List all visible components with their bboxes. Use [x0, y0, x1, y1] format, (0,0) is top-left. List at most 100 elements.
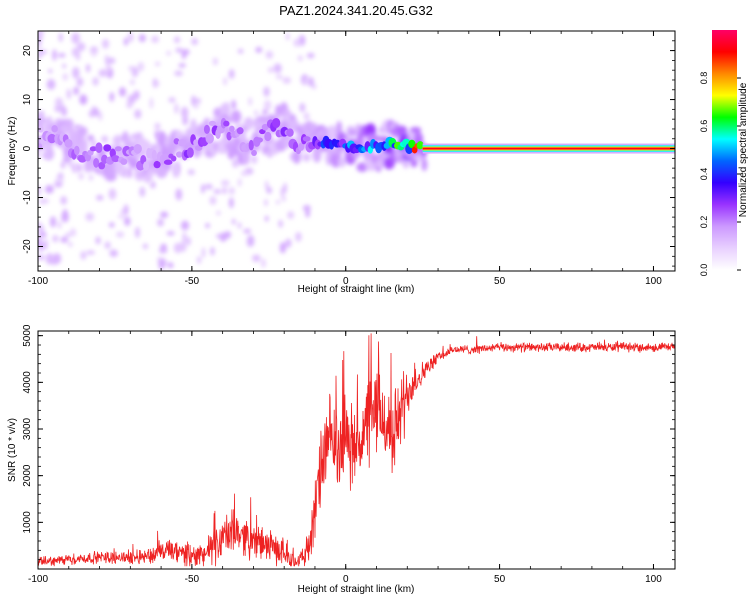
spectrogram-cell	[264, 131, 272, 142]
y-tick-label: -10	[22, 190, 33, 205]
y-tick-label: 5000	[22, 324, 33, 347]
spectrogram-cell	[85, 212, 95, 222]
spectrogram-cell	[151, 35, 159, 43]
spectrogram-cell	[168, 97, 176, 103]
spectrogram-cell	[311, 83, 317, 90]
spectrogram-cell	[73, 86, 79, 96]
spectrogram-cell	[267, 67, 274, 73]
spectrogram-cell	[157, 218, 164, 227]
spectrogram-cell	[154, 122, 161, 130]
spectrogram-cell	[166, 51, 171, 56]
spectrogram-cell	[180, 220, 190, 231]
spectrogram-cell	[98, 111, 103, 122]
spectrogram-cell	[241, 149, 251, 166]
spectrogram-cell	[52, 253, 62, 265]
spectrogram-cell	[209, 196, 217, 205]
spectrogram-cell	[38, 152, 41, 157]
y-tick-label: 3000	[22, 417, 33, 440]
x-tick-label: -100	[28, 276, 48, 287]
spectrogram-cell	[76, 77, 84, 87]
x-tick-label: -100	[28, 574, 48, 585]
spectrogram-cell	[173, 242, 183, 254]
spectrogram-cell	[77, 154, 87, 163]
spectrogram-cell	[103, 144, 112, 152]
spectrogram-cell	[356, 162, 368, 173]
spectrogram-cell	[126, 102, 133, 109]
spectrogram-cell	[92, 77, 99, 86]
colorbar-tick-label: 0.2	[699, 216, 709, 229]
spectrogram-cell	[135, 226, 140, 239]
spectrogram-cell	[303, 77, 311, 85]
spectrogram-cell	[201, 247, 206, 259]
spectrogram-cell	[90, 50, 97, 57]
spectrogram-cell	[93, 157, 100, 168]
spectrogram-cell	[255, 46, 263, 53]
spectrogram-y-ticks: 20 10 0 -10 -20	[22, 30, 675, 267]
figure-title: PAZ1.2024.341.20.45.G32	[279, 3, 433, 18]
spectrogram-cell	[195, 98, 201, 104]
spectrogram-cell	[295, 232, 302, 242]
spectrogram-cell	[263, 99, 272, 112]
spectrogram-cell	[221, 187, 228, 195]
y-tick-label: 20	[22, 45, 33, 57]
spectrogram-cell	[280, 186, 285, 198]
spectrogram-cell	[72, 66, 80, 79]
spectrogram-cell	[293, 38, 301, 47]
spectrogram-cell	[95, 142, 103, 154]
spectrogram-cell	[248, 97, 252, 106]
spectrogram-cell	[123, 37, 128, 46]
colorbar-tick-label: 0.4	[699, 168, 709, 181]
spectrogram-cell	[238, 178, 242, 187]
spectrogram-cell	[109, 91, 115, 102]
spectrogram-cell	[215, 234, 223, 239]
spectrogram-cell	[283, 182, 287, 194]
spectrogram-cell	[299, 102, 306, 113]
spectrogram-cell	[212, 57, 218, 66]
spectrogram-cell	[68, 242, 73, 247]
spectrogram-cell	[201, 184, 205, 194]
spectrogram-cell	[111, 155, 120, 163]
spectrogram-cell	[182, 232, 187, 244]
spectrogram-cell	[153, 160, 161, 169]
spectrogram-cell	[273, 63, 282, 74]
x-tick-label: 100	[645, 276, 662, 287]
spectrogram-cell	[120, 158, 128, 165]
spectrogram-cell	[261, 144, 271, 155]
snr-x-label: Height of straight line (km)	[298, 584, 415, 595]
spectrogram-cell	[38, 231, 47, 238]
spectrogram-cell	[89, 146, 98, 152]
spectrogram-cell	[96, 194, 104, 201]
spectrogram-cell	[187, 169, 195, 176]
spectrogram-cell	[88, 174, 94, 181]
spectrogram-cell	[118, 87, 126, 97]
x-tick-label: 100	[645, 574, 662, 585]
spectrogram-cell	[286, 33, 290, 41]
spectrogram-cell	[226, 131, 232, 141]
spectrogram-cell	[248, 139, 254, 151]
spectrogram-cell	[250, 154, 258, 165]
spectrogram-cell	[48, 69, 53, 74]
spectrogram-cell	[196, 256, 202, 264]
spectrogram-cell	[166, 231, 175, 236]
spectrogram-cell	[160, 211, 169, 218]
spectrogram-cell	[173, 36, 181, 44]
spectrogram-cell	[276, 200, 280, 205]
spectrogram-cell	[131, 66, 139, 78]
spectrogram-cell	[265, 50, 274, 59]
spectrogram-cell	[101, 38, 110, 49]
spectrogram-cell	[365, 123, 376, 138]
spectrogram-cell	[253, 110, 259, 116]
spectrogram-cell	[190, 118, 197, 134]
x-tick-label: 50	[494, 574, 506, 585]
spectrogram-cell	[302, 204, 311, 212]
spectrogram-cell	[228, 186, 235, 195]
x-tick-label: -50	[185, 574, 200, 585]
spectrogram-cell	[264, 215, 269, 222]
spectrogram-cell	[203, 124, 210, 135]
spectrogram-cell	[78, 172, 84, 180]
spectrogram-cell	[129, 79, 135, 85]
spectrogram-cell	[124, 216, 131, 227]
snr-panel: -100 -50 0 50 100 1000 2000 3000 4000 5000 Heigh…	[7, 324, 676, 595]
spectrogram-cell	[142, 243, 149, 250]
